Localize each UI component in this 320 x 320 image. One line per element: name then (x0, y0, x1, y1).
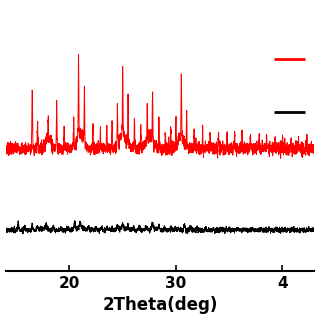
X-axis label: 2Theta(deg): 2Theta(deg) (102, 296, 218, 315)
